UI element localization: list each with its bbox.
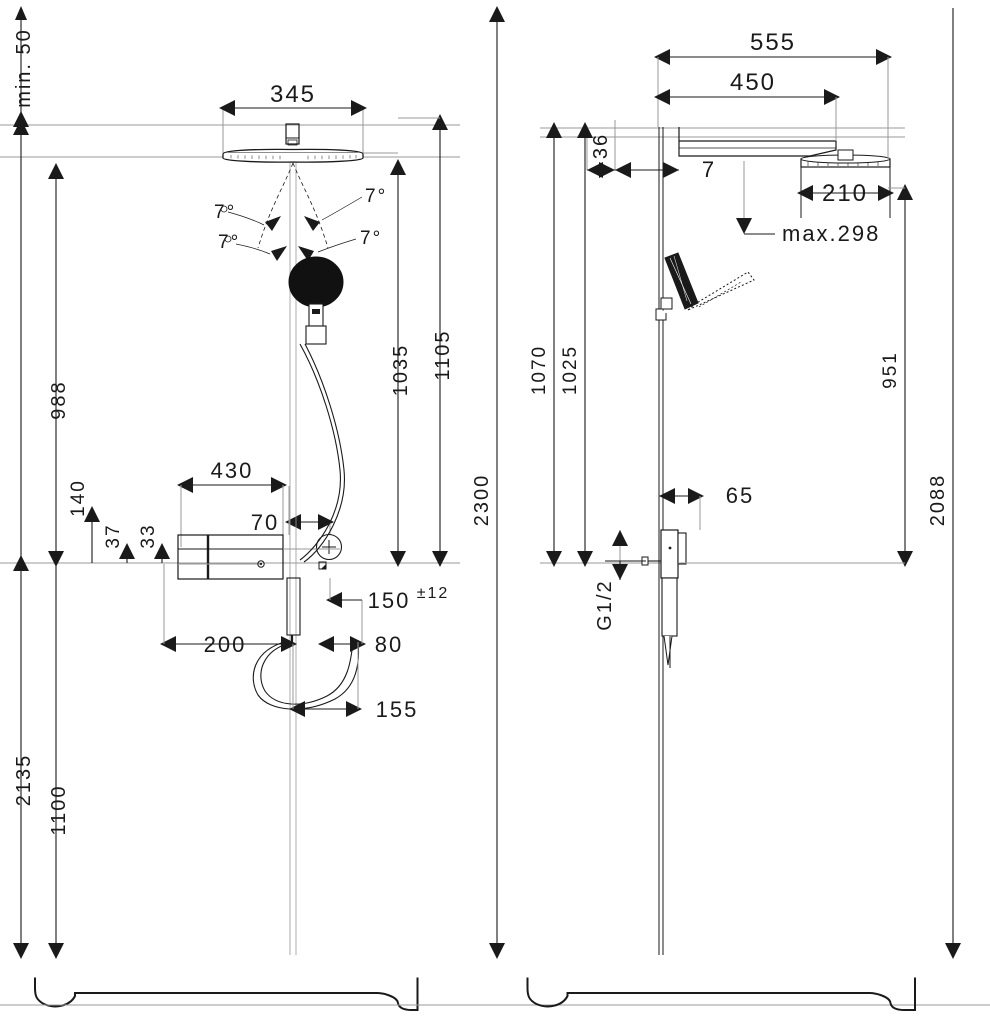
svg-text:37: 37 xyxy=(103,523,124,548)
svg-text:1070: 1070 xyxy=(529,345,550,395)
svg-text:430: 430 xyxy=(211,458,254,483)
svg-text:min. 50: min. 50 xyxy=(13,28,35,108)
svg-text:7°: 7° xyxy=(360,228,382,249)
svg-text:345: 345 xyxy=(270,81,316,108)
svg-text:210: 210 xyxy=(822,180,868,207)
svg-text:7°: 7° xyxy=(218,232,240,253)
svg-text:7°: 7° xyxy=(365,186,387,207)
svg-text:80: 80 xyxy=(375,632,403,657)
svg-text:max.298: max.298 xyxy=(782,221,880,246)
svg-text:65: 65 xyxy=(726,483,754,508)
svg-text:G1/2: G1/2 xyxy=(594,579,616,630)
svg-text:150: 150 xyxy=(368,588,411,613)
svg-text:1025: 1025 xyxy=(560,345,581,395)
svg-text:200: 200 xyxy=(204,632,247,657)
svg-text:70: 70 xyxy=(251,510,279,535)
svg-text:1035: 1035 xyxy=(390,344,412,397)
svg-text:33: 33 xyxy=(138,523,159,548)
svg-text:1105: 1105 xyxy=(432,329,454,380)
svg-text:7°: 7° xyxy=(214,202,236,223)
svg-text:450: 450 xyxy=(730,69,776,96)
svg-text:951: 951 xyxy=(880,351,901,389)
svg-text:988: 988 xyxy=(48,380,70,419)
svg-text:140: 140 xyxy=(68,479,89,517)
svg-text:2135: 2135 xyxy=(13,754,35,807)
svg-text:555: 555 xyxy=(750,29,796,56)
svg-text:2088: 2088 xyxy=(927,474,949,527)
svg-text:7: 7 xyxy=(702,157,716,182)
svg-text:2300: 2300 xyxy=(471,474,493,527)
svg-text:1100: 1100 xyxy=(48,784,70,835)
svg-text:±12: ±12 xyxy=(417,585,450,602)
svg-text:36: 36 xyxy=(590,133,612,159)
svg-text:155: 155 xyxy=(376,697,419,722)
